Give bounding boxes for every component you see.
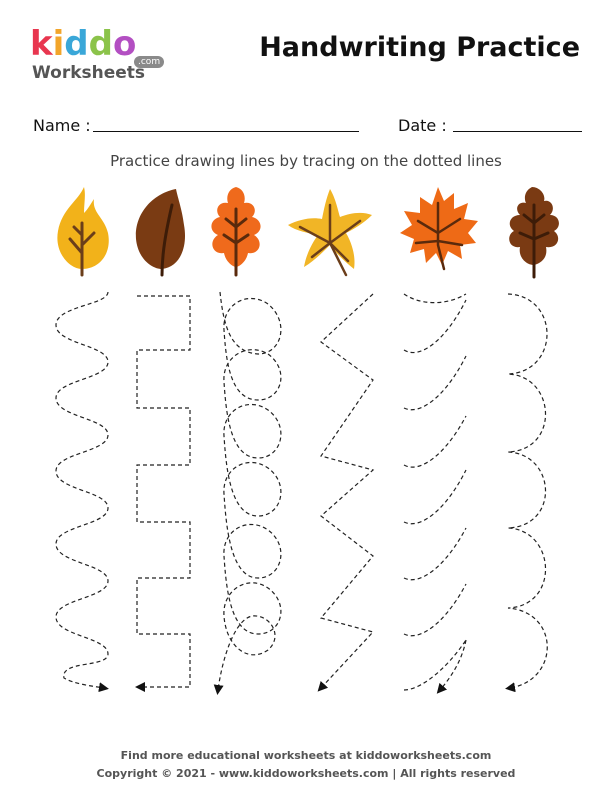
page-title: Handwriting Practice (259, 32, 580, 63)
name-label: Name : (33, 116, 91, 135)
instruction-text: Practice drawing lines by tracing on the… (110, 152, 502, 170)
yellow-star-leaf-icon (288, 189, 372, 277)
yellow-leaf-icon (57, 187, 109, 277)
logo-letter: d (64, 24, 89, 64)
brown-leaf-icon (135, 189, 186, 277)
logo-wordmark: kiddo (30, 24, 136, 64)
square-wave-line[interactable] (135, 295, 191, 692)
logo-letter: i (52, 24, 65, 64)
arc-line[interactable] (403, 293, 467, 690)
kiddo-worksheets-logo: kiddo .com Worksheets (30, 24, 180, 86)
logo-letter: k (30, 24, 53, 64)
orange-oak-leaf-icon (211, 187, 261, 277)
logo-subtitle: Worksheets (32, 63, 146, 83)
footer-promo: Find more educational worksheets at kidd… (120, 749, 492, 762)
date-field[interactable] (453, 131, 582, 132)
logo-domain-badge: .com (134, 56, 165, 68)
bump-line[interactable] (505, 293, 548, 693)
loop-line[interactable] (213, 291, 282, 695)
logo-letter: d (88, 24, 113, 64)
name-field[interactable] (93, 131, 359, 132)
logo-letter: o (112, 24, 137, 64)
wave-line[interactable] (55, 291, 109, 693)
brown-oak-leaf-icon (509, 187, 559, 279)
footer-copyright: Copyright © 2021 - www.kiddoworksheets.c… (96, 767, 516, 780)
orange-maple-leaf-icon (400, 187, 478, 271)
date-label: Date : (398, 116, 447, 135)
zigzag-line[interactable] (317, 293, 375, 692)
